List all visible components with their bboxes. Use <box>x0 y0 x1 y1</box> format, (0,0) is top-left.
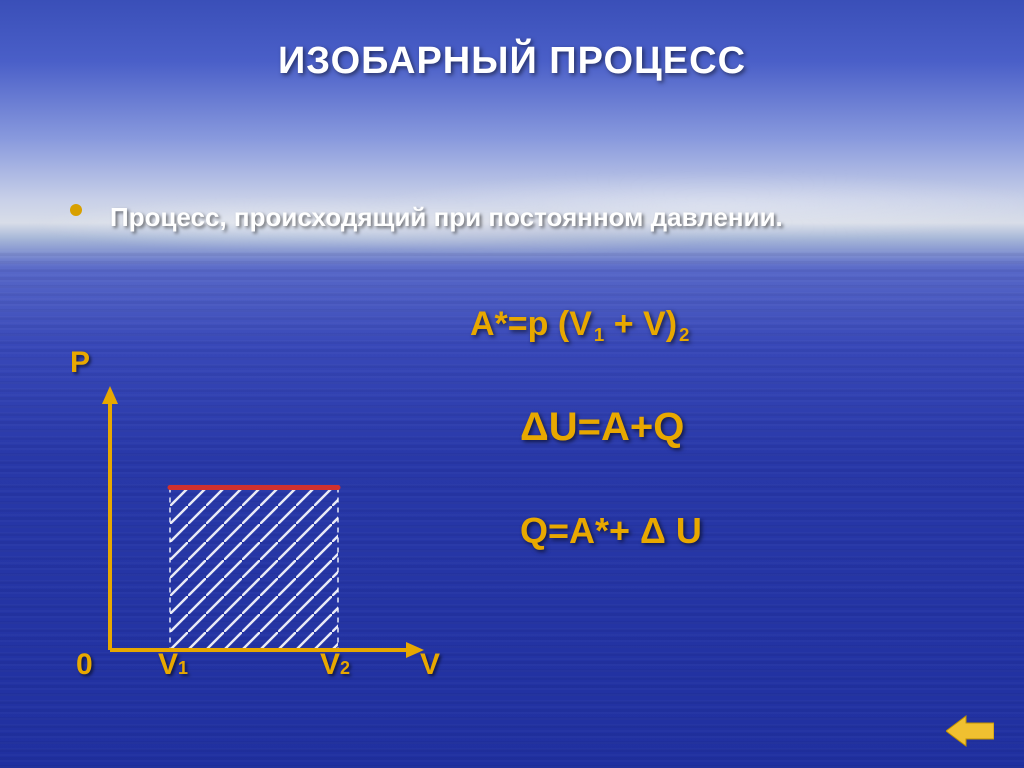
f1-plus: + <box>604 305 643 343</box>
f1-close: ) <box>666 305 677 343</box>
x-axis-label: V <box>420 648 440 682</box>
v1-sub: 1 <box>178 658 188 678</box>
v1-sym: V <box>158 648 178 681</box>
back-button[interactable] <box>946 714 994 748</box>
slide: ИЗОБАРНЫЙ ПРОЦЕСС Процесс, происходящий … <box>0 0 1024 768</box>
v2-sym: V <box>320 648 340 681</box>
f1-prefix: A*=p ( <box>470 305 569 343</box>
v2-sub: 2 <box>340 658 350 678</box>
x-tick-v2: V2 <box>320 648 350 682</box>
bullet-text: Процесс, происходящий при постоянном дав… <box>110 200 964 235</box>
chart-svg <box>80 380 440 680</box>
bullet-item: Процесс, происходящий при постоянном дав… <box>70 200 964 235</box>
f1-sub1: 1 <box>594 324 604 345</box>
f1-v1: V <box>569 305 592 343</box>
arrow-left-icon <box>946 714 994 748</box>
slide-title: ИЗОБАРНЫЙ ПРОЦЕСС <box>0 40 1024 83</box>
f1-sub2: 2 <box>679 324 689 345</box>
y-axis-label: P <box>70 346 90 380</box>
x-tick-v1: V1 <box>158 648 188 682</box>
bullet-dot-icon <box>70 204 82 216</box>
formula-q: Q=A*+ Δ U <box>520 510 702 552</box>
origin-label: 0 <box>76 648 93 682</box>
formula-work: A*=p (V1 + V)2 <box>470 305 689 346</box>
pv-chart: P V 0 V1 V2 <box>80 380 440 710</box>
f1-v2: V <box>643 305 666 343</box>
formula-delta-u: ΔU=A+Q <box>520 405 684 450</box>
